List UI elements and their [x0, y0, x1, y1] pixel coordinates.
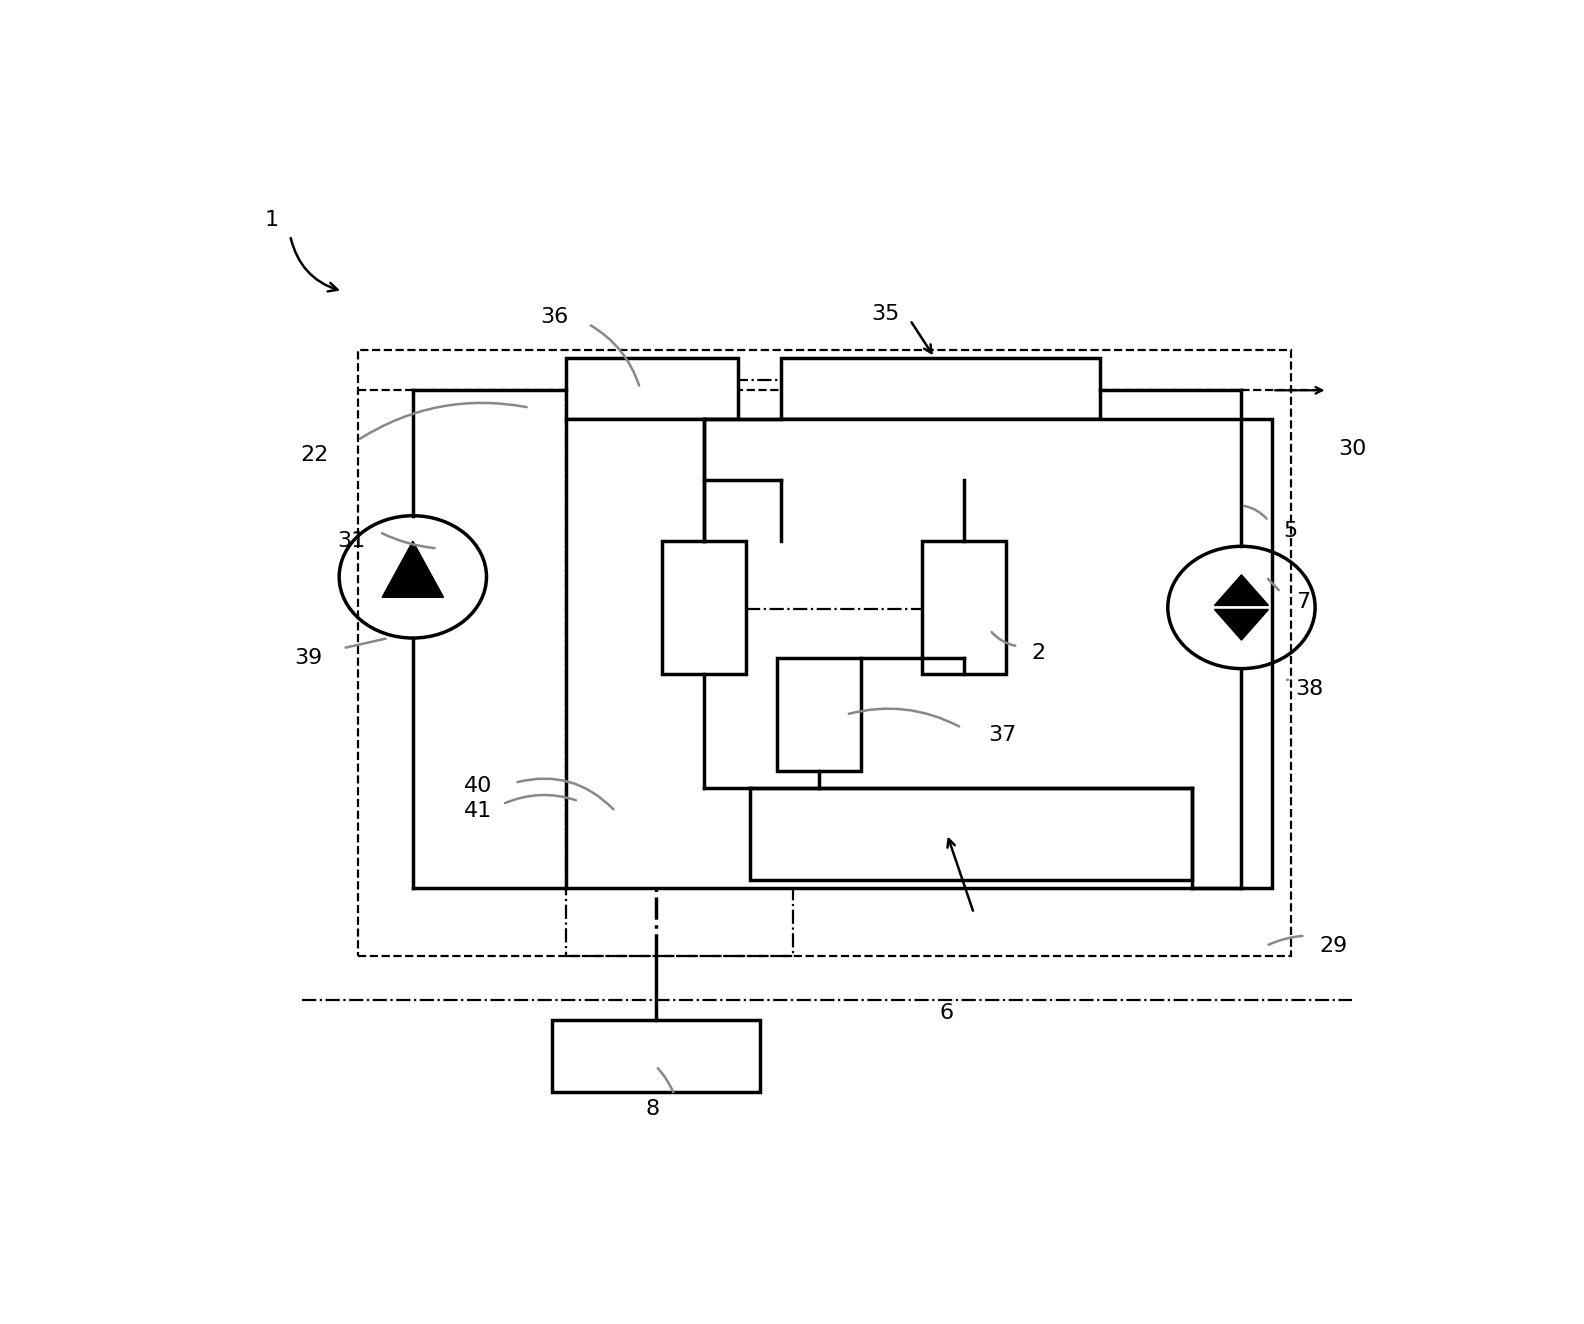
Bar — [662, 542, 746, 674]
Text: 8: 8 — [645, 1099, 659, 1119]
Bar — [567, 380, 794, 956]
Text: 39: 39 — [295, 649, 323, 669]
Bar — [922, 542, 1006, 674]
Text: 5: 5 — [1283, 520, 1297, 542]
Text: 2: 2 — [1031, 643, 1045, 663]
Text: 35: 35 — [871, 303, 900, 324]
Bar — [781, 418, 1101, 481]
Text: 6: 6 — [939, 1004, 954, 1023]
Text: 22: 22 — [301, 445, 329, 465]
Text: 7: 7 — [1296, 592, 1310, 613]
Text: 1: 1 — [265, 211, 279, 230]
Bar — [567, 357, 738, 418]
Text: 36: 36 — [540, 307, 569, 327]
Bar — [751, 788, 1193, 879]
Bar — [778, 658, 862, 771]
Polygon shape — [1215, 609, 1269, 639]
Text: 37: 37 — [988, 724, 1017, 745]
Polygon shape — [1215, 575, 1269, 605]
Text: 38: 38 — [1294, 679, 1323, 699]
Text: 30: 30 — [1338, 440, 1365, 459]
Bar — [781, 357, 1101, 418]
Text: 31: 31 — [337, 531, 366, 551]
Bar — [567, 418, 1272, 888]
Bar — [358, 350, 1291, 956]
Text: 40: 40 — [464, 776, 493, 796]
Text: 41: 41 — [464, 801, 493, 821]
Text: 29: 29 — [1319, 936, 1348, 956]
Bar — [551, 1021, 760, 1092]
Polygon shape — [382, 542, 444, 597]
